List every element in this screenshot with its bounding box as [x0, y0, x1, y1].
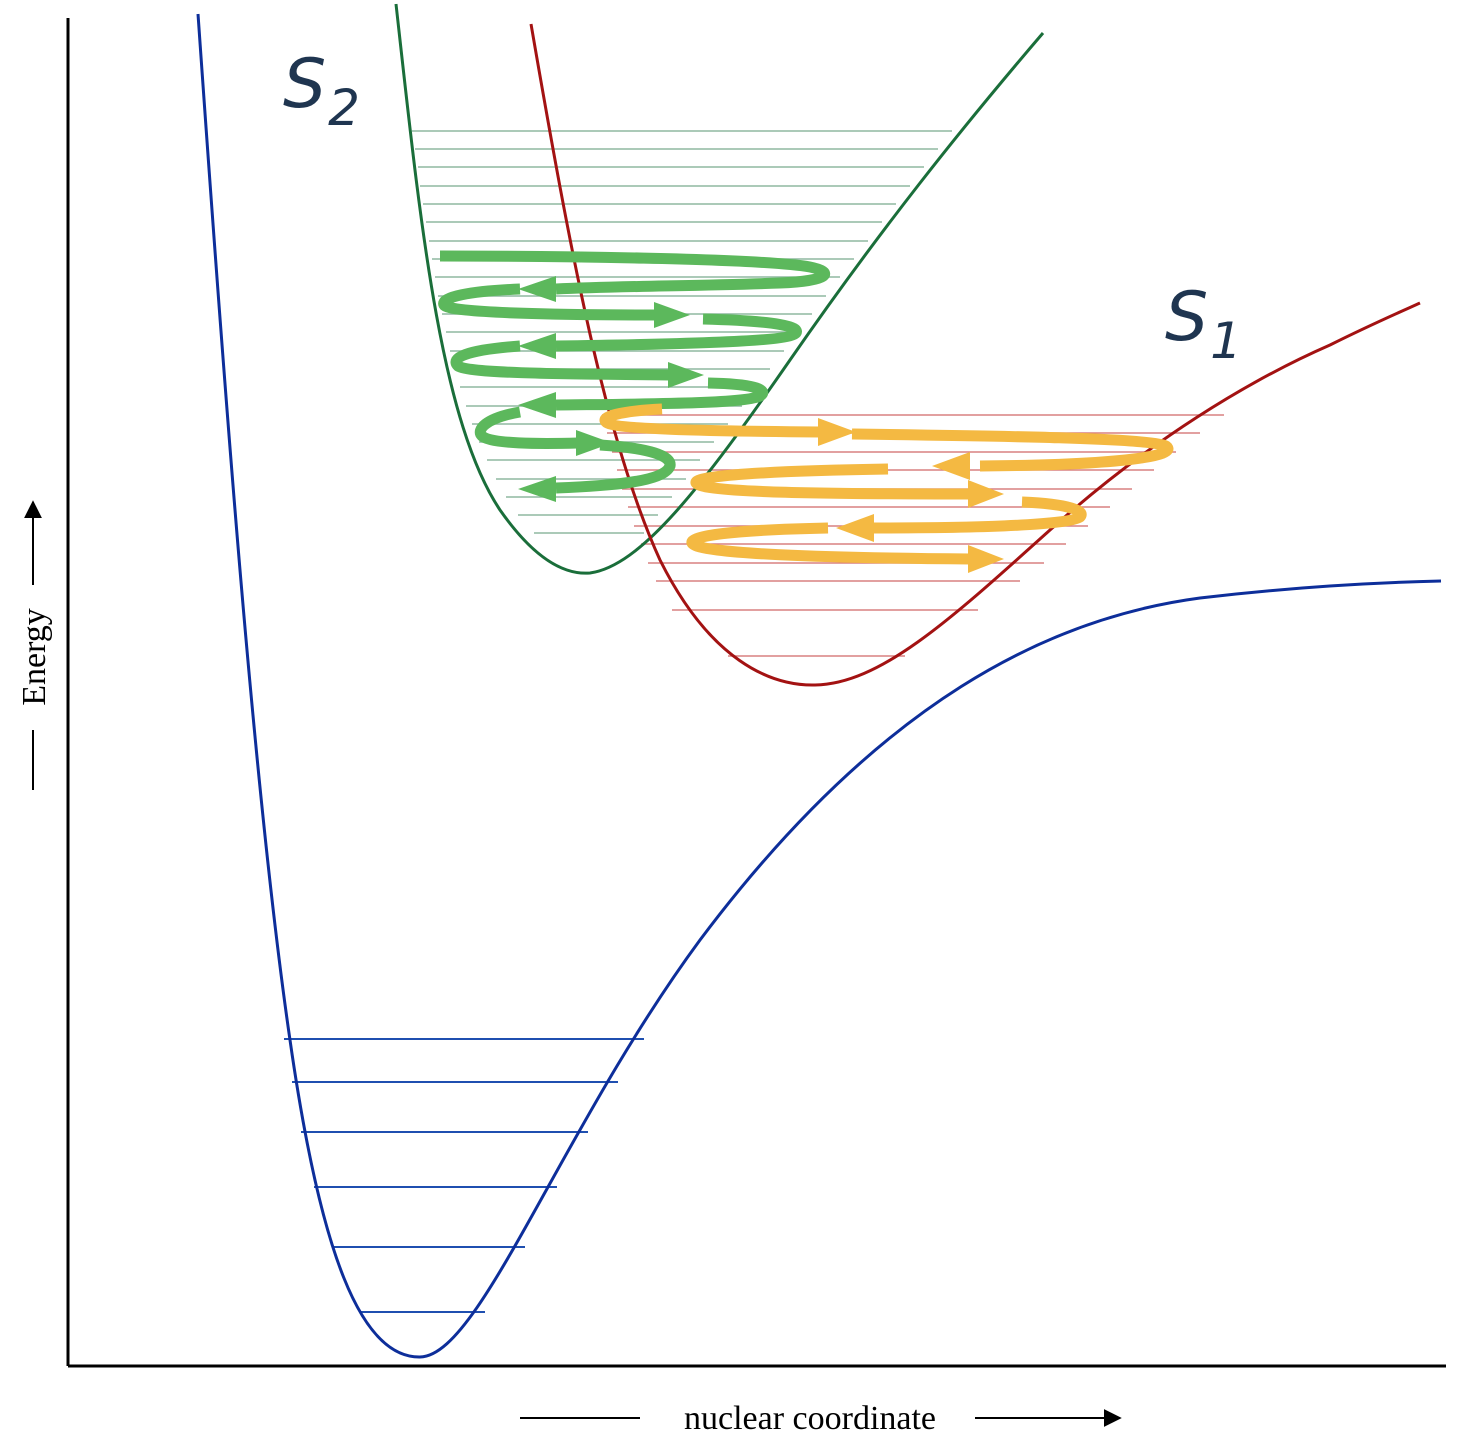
ground-state-curve — [196, 13, 1442, 1359]
s2-arrowhead-right-2 — [668, 362, 704, 388]
s2-arrow-path-2 — [438, 283, 657, 321]
s2-arrowheads — [518, 276, 704, 502]
s2-arrowhead-left-4 — [518, 476, 556, 502]
s2-curve — [394, 3, 1045, 575]
s1-arrowhead-right-1 — [818, 418, 856, 446]
x-axis-label: nuclear coordinate — [684, 1400, 936, 1437]
s1-arrow-path-2 — [851, 428, 1174, 472]
s2-arrow-path-7 — [555, 439, 676, 494]
s1-arrowhead-right-3 — [968, 545, 1004, 573]
s1-label-letter: S — [1165, 278, 1208, 357]
s2-label: S2 — [283, 45, 360, 137]
s2-arrow-path-5 — [555, 377, 769, 411]
s2-vibrational-relaxation-arrows — [438, 250, 831, 494]
x-axis-label-group: nuclear coordinate — [520, 1400, 1122, 1437]
s2-arrowhead-right-1 — [654, 302, 690, 328]
s2-arrowhead-left-2 — [518, 333, 556, 359]
s1-arrowhead-right-2 — [968, 480, 1004, 508]
s2-arrowhead-right-3 — [576, 430, 612, 456]
s2-arrow-path-1 — [439, 250, 831, 295]
s1-arrowhead-left-1 — [932, 452, 970, 480]
s1-arrow-path-3 — [690, 463, 971, 500]
s2-arrow-path-3 — [555, 313, 802, 352]
axes — [66, 18, 1446, 1368]
s1-arrowhead-left-2 — [836, 514, 874, 542]
y-axis-label: Energy — [16, 608, 53, 706]
s2-arrowhead-left-1 — [518, 276, 556, 302]
s1-label: S1 — [1165, 278, 1242, 370]
s1-arrow-path-4 — [873, 496, 1087, 534]
s2-label-subscript: 2 — [328, 79, 360, 137]
s1-arrow-path-1 — [599, 403, 821, 438]
y-axis-label-group: Energy — [16, 500, 53, 790]
ground-state-levels — [284, 1038, 644, 1313]
s1-arrow-path-5 — [686, 522, 971, 565]
s1-label-subscript: 1 — [1210, 312, 1242, 370]
s1-vibrational-relaxation-arrows — [599, 403, 1174, 565]
s1-arrowheads — [818, 418, 1004, 573]
s2-arrow-path-4 — [450, 340, 671, 381]
s1-curve — [529, 23, 1421, 687]
s2-arrowhead-left-3 — [518, 392, 556, 418]
s2-arrow-path-6 — [474, 406, 579, 449]
s2-label-letter: S — [283, 45, 326, 124]
